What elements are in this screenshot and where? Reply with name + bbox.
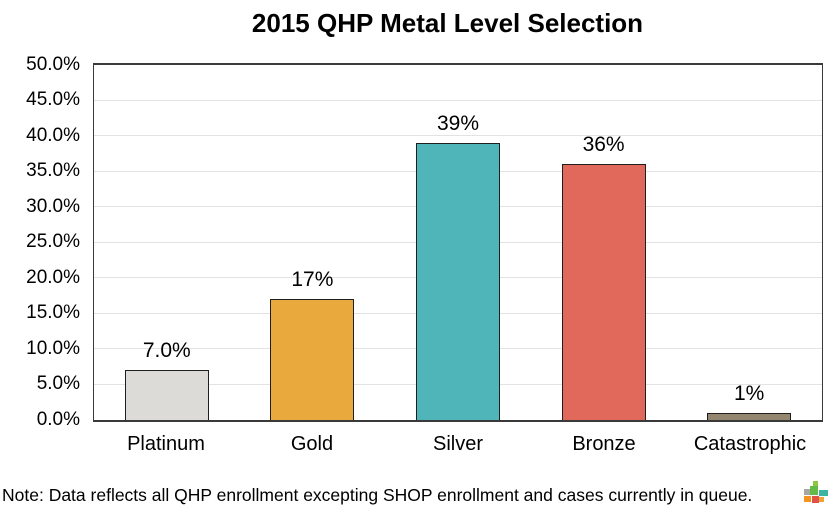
y-tick-label: 15.0% [26, 302, 80, 324]
footnote: Note: Data reflects all QHP enrollment e… [2, 485, 753, 505]
x-tick-label-bronze: Bronze [572, 433, 636, 455]
y-tick-label: 50.0% [26, 53, 80, 75]
logo-square [812, 496, 819, 503]
chart-title: 2015 QHP Metal Level Selection [251, 8, 644, 38]
logo-square [819, 497, 824, 502]
x-tick-label-platinum: Platinum [127, 433, 205, 455]
bar-silver [415, 143, 500, 420]
bar-value-label: 1% [733, 381, 765, 405]
gridline [94, 99, 822, 101]
y-tick-label: 20.0% [26, 266, 80, 288]
bar-slot-bronze: 36% [531, 65, 677, 420]
y-axis: 0.0% 5.0% 10.0% 15.0% 20.0% 25.0% 30.0% 35.0% 40… [0, 0, 80, 510]
y-tick-label: 5.0% [36, 373, 80, 395]
x-tick-label-gold: Gold [290, 433, 334, 455]
logo-square [810, 486, 818, 495]
logo-square [804, 496, 811, 502]
y-tick-label: 25.0% [26, 231, 80, 253]
bar-value-label: 36% [582, 133, 625, 157]
logo-square [813, 481, 818, 486]
y-tick-label: 10.0% [26, 337, 80, 359]
bar-slot-silver: 39% [385, 65, 531, 420]
y-tick-label: 30.0% [26, 195, 80, 217]
bar-gold [270, 299, 355, 420]
bar-bronze [561, 164, 646, 420]
logo-square [804, 489, 810, 495]
bar-slot-catastrophic: 1% [676, 65, 822, 420]
y-tick-label: 45.0% [26, 89, 80, 111]
bars-container: 7.0% 17% 39% 36% 1% [94, 65, 822, 420]
bar-value-label: 7.0% [142, 339, 191, 363]
y-tick-label: 40.0% [26, 124, 80, 146]
colored-squares-logo-icon [802, 481, 830, 509]
x-tick-label-silver: Silver [432, 433, 483, 455]
bar-catastrophic [707, 412, 792, 420]
bar-slot-gold: 17% [240, 65, 386, 420]
bar-platinum [124, 370, 209, 420]
logo-square [819, 490, 828, 496]
y-tick-label: 0.0% [36, 409, 80, 430]
x-axis: Platinum Gold Silver Bronze Catastrophic [93, 432, 823, 456]
plot-area: 7.0% 17% 39% 36% 1% [93, 63, 823, 422]
bar-slot-platinum: 7.0% [94, 65, 240, 420]
x-tick-label-catastrophic: Catastrophic [693, 433, 807, 455]
bar-value-label: 17% [291, 268, 334, 292]
bar-value-label: 39% [436, 112, 479, 136]
y-tick-label: 35.0% [26, 160, 80, 182]
gridline [94, 135, 822, 136]
